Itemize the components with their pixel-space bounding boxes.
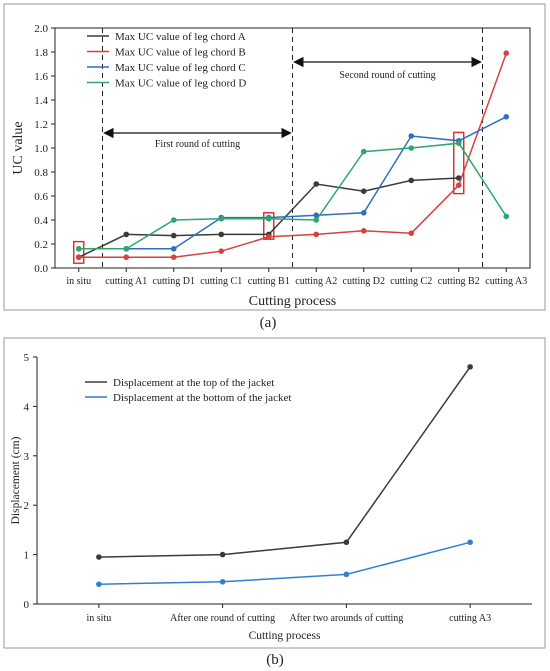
data-point-a: [170, 232, 177, 239]
data-point-a: [360, 188, 367, 194]
data-point-b: [218, 248, 225, 254]
panel-label-b: (b): [266, 652, 284, 668]
y-tick-label-b: 3: [24, 451, 30, 463]
chart-b-frame: [3, 337, 546, 649]
data-point-bottom: [219, 578, 226, 585]
data-point-d: [360, 148, 367, 155]
data-point-top: [343, 539, 350, 546]
data-point-bottom: [343, 571, 350, 578]
data-point-c: [360, 210, 367, 216]
x-tick-label-a: cutting A1: [105, 276, 147, 287]
data-point-c: [503, 114, 510, 120]
y-tick-label-a: 1.6: [34, 71, 48, 83]
y-tick-label-a: 1.4: [34, 95, 48, 107]
x-tick-label-b: in situ: [87, 613, 112, 624]
data-point-c: [408, 133, 415, 139]
y-axis-label-a: UC value: [11, 121, 26, 174]
highlight-box: [453, 131, 465, 195]
x-tick-label-b: After two arounds of cutting: [289, 613, 403, 624]
data-point-b: [265, 234, 272, 240]
series-line-b: [78, 52, 508, 258]
y-tick-label-a: 1.0: [34, 143, 48, 155]
x-tick-label-a: in situ: [66, 276, 91, 287]
data-point-a: [123, 231, 130, 238]
y-tick-label-a: 1.2: [34, 119, 48, 131]
data-point-bottom: [96, 581, 102, 588]
y-tick-label-a: 0.8: [34, 167, 48, 179]
x-tick-label-a: cutting A2: [295, 276, 337, 287]
data-point-d: [265, 216, 272, 222]
panel-label-a: (a): [260, 315, 277, 331]
data-point-b: [360, 228, 367, 234]
y-axis-label-b: Displacement (cm): [10, 436, 22, 524]
data-point-b: [123, 254, 130, 260]
series-line-d: [78, 142, 507, 250]
x-tick-label-b: After one round of cutting: [170, 613, 275, 624]
data-point-d: [503, 213, 510, 220]
data-point-a: [313, 181, 320, 187]
data-point-b: [408, 230, 415, 236]
chart-a: 0.0 0.2 0.4 0.6 0.8 1.0 1.2 1.4 1.6 1.8 2.0 in situ…: [3, 3, 546, 311]
data-point-c: [313, 212, 320, 218]
series-line-c: [78, 116, 507, 250]
annotation-label: Second round of cutting: [339, 70, 435, 81]
x-tick-label-b: cutting A3: [449, 613, 491, 624]
data-point-d: [408, 145, 415, 151]
x-tick-label-a: cutting D2: [343, 276, 386, 287]
legend-label: Max UC value of leg chord A: [115, 31, 246, 43]
data-point-d: [170, 217, 177, 223]
chart-a-frame: [3, 3, 546, 311]
x-tick-label-a: cutting D1: [153, 276, 196, 287]
y-tick-label-b: 4: [24, 401, 30, 413]
data-point-top: [467, 364, 473, 370]
series-line-top: [98, 366, 471, 558]
series-line-bottom: [98, 541, 471, 585]
data-point-d: [218, 216, 225, 222]
y-tick-label-a: 0.6: [34, 191, 48, 203]
y-tick-label-a: 2.0: [34, 23, 48, 35]
y-tick-label-b: 2: [24, 500, 30, 512]
data-point-d: [455, 140, 462, 146]
highlight-box: [73, 240, 85, 264]
y-tick-label-a: 0.0: [34, 263, 48, 275]
x-axis-label-a: Cutting process: [249, 294, 337, 309]
x-tick-label-a: cutting C1: [200, 276, 242, 287]
x-tick-label-a: cutting A3: [485, 276, 527, 287]
data-point-d: [123, 246, 130, 252]
annotation-label: First round of cutting: [155, 139, 240, 150]
chart-b: 0 1 2 3 4 5 in situ After one round of cutting A…: [3, 337, 546, 649]
data-point-b: [503, 50, 510, 56]
legend-label: Max UC value of leg chord C: [115, 62, 246, 74]
data-point-bottom: [467, 539, 473, 546]
x-tick-label-a: cutting B2: [438, 276, 480, 287]
data-point-b: [313, 231, 320, 238]
legend-label: Max UC value of leg chord D: [115, 78, 246, 90]
y-tick-label-b: 0: [24, 599, 30, 611]
y-tick-label-b: 5: [24, 352, 30, 364]
data-point-c: [170, 246, 177, 252]
legend-label-b: Displacement at the top of the jacket: [113, 377, 274, 389]
data-point-top: [219, 551, 226, 558]
legend-label: Max UC value of leg chord B: [115, 47, 246, 59]
data-point-a: [408, 177, 415, 184]
y-tick-label-b: 1: [24, 550, 30, 562]
data-point-a: [218, 231, 225, 238]
x-axis-label-b: Cutting process: [249, 630, 321, 642]
data-point-d: [75, 246, 82, 252]
x-tick-label-a: cutting B1: [248, 276, 290, 287]
y-tick-label-a: 1.8: [34, 47, 48, 59]
y-tick-label-a: 0.2: [34, 239, 48, 251]
y-tick-label-a: 0.4: [34, 215, 48, 227]
data-point-d: [313, 217, 320, 223]
data-point-b: [170, 254, 177, 260]
data-point-b: [75, 254, 82, 260]
legend-label-b: Displacement at the bottom of the jacket: [113, 392, 291, 404]
data-point-top: [96, 554, 102, 560]
x-tick-label-a: cutting C2: [390, 276, 432, 287]
data-point-b: [455, 182, 462, 188]
